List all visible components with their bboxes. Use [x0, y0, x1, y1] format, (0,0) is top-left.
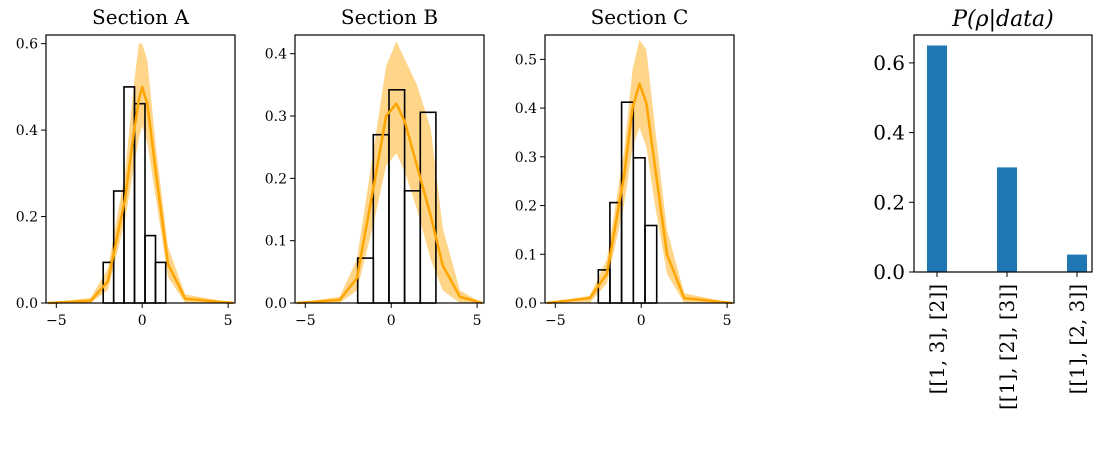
axes-frame [913, 34, 1093, 273]
panel-3: −5 0 5 0.0 0.1 0.2 0.3 0.4 0.5 Section C [515, 5, 735, 329]
panel-title: Section C [591, 5, 689, 29]
y-tick-label: 0.3 [515, 150, 537, 166]
x-tick-label: 0 [387, 313, 396, 329]
axes-frame [544, 34, 735, 304]
x-tick-label: 5 [473, 313, 482, 329]
y-tick-label: 0.2 [873, 190, 905, 214]
y-tick-label: 0.3 [265, 109, 287, 125]
density-curve [546, 82, 733, 305]
y-tick-label: 0.4 [265, 47, 287, 63]
y-tick-label: 0.1 [515, 247, 537, 263]
y-tick-label: 0.4 [873, 121, 905, 145]
y-tick-label: 0.0 [515, 296, 537, 312]
histogram-bar [644, 224, 658, 304]
axes-frame [45, 34, 236, 304]
panel-probability: [[1, 3], [2]] [[1], [2], [3]] [[1], [2, 3]… [873, 7, 1093, 410]
density-curve [47, 85, 234, 305]
histogram-bar [144, 234, 157, 304]
y-tick-label: 0.2 [16, 210, 38, 226]
category-label: [[1], [2], [3]] [995, 284, 1019, 410]
histogram-bar [632, 157, 646, 304]
y-tick-label: 0.4 [515, 101, 537, 117]
panel-2: −5 0 5 0.0 0.1 0.2 0.3 0.4 Section B [265, 5, 485, 329]
x-tick-label: 0 [138, 313, 147, 329]
y-tick-label: 0.0 [16, 296, 38, 312]
histogram-bar [154, 261, 167, 304]
y-tick-label: 0.4 [16, 123, 38, 139]
y-tick-label: 0.6 [16, 37, 38, 53]
probability-bar [997, 167, 1017, 272]
y-tick-label: 0.2 [515, 199, 537, 215]
panel-1: −5 0 5 0.0 0.2 0.4 0.6 Section A [16, 5, 236, 329]
category-label: [[1, 3], [2]] [925, 284, 949, 394]
density-curve [296, 102, 483, 305]
x-tick-label: 5 [723, 313, 732, 329]
x-tick-label: −5 [46, 313, 67, 329]
category-label: [[1], [2, 3]] [1065, 284, 1089, 394]
x-tick-label: −5 [545, 313, 566, 329]
y-tick-label: 0.6 [873, 51, 905, 75]
axes-frame [294, 34, 485, 304]
y-tick-label: 0.1 [265, 234, 287, 250]
x-tick-label: −5 [295, 313, 316, 329]
uncertainty-band [47, 43, 234, 303]
probability-bar [1067, 254, 1087, 272]
panel-title: Section B [341, 5, 438, 29]
y-tick-label: 0.0 [873, 260, 905, 284]
panel-title: Section A [92, 5, 189, 29]
probability-bar [927, 45, 947, 272]
y-tick-label: 0.5 [515, 52, 537, 68]
x-tick-label: 0 [637, 313, 646, 329]
uncertainty-band [546, 39, 733, 304]
panel-title: P(ρ|data) [951, 7, 1053, 32]
y-tick-label: 0.2 [265, 171, 287, 187]
x-tick-label: 5 [224, 313, 233, 329]
y-tick-label: 0.0 [265, 296, 287, 312]
